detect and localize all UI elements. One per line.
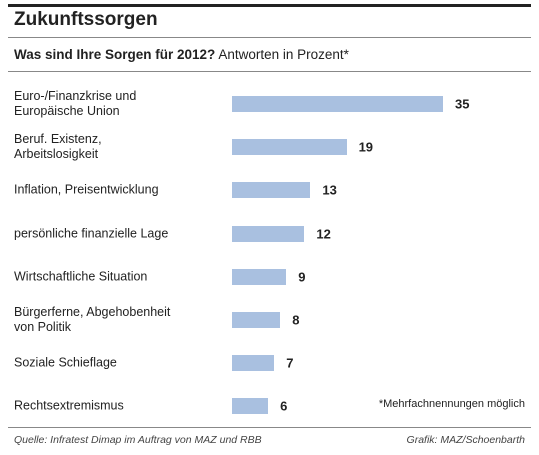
- bar: [232, 139, 347, 156]
- value-label: 19: [358, 139, 374, 155]
- value-label: 12: [316, 226, 331, 242]
- bar: [232, 355, 275, 372]
- divider: [8, 427, 531, 428]
- footnote: *Mehrfachnennungen möglich: [378, 398, 525, 410]
- category-label: Beruf. Existenz, Arbeitslosigkeit: [14, 132, 102, 162]
- value-label: 7: [286, 355, 294, 371]
- value-label: 6: [280, 398, 288, 414]
- category-label: Soziale Schieflage: [14, 355, 117, 370]
- value-label: 13: [322, 182, 337, 198]
- credit: Grafik: MAZ/Schoenbarth: [406, 434, 525, 446]
- bar: [232, 182, 311, 199]
- category-label: Euro-/Finanzkrise und Europäische Union: [14, 89, 137, 118]
- category-label: Bürgerferne, Abgehobenheit von Politik: [14, 305, 171, 334]
- category-label: Rechtsextremismus: [14, 398, 124, 413]
- value-label: 35: [455, 96, 470, 112]
- divider: [8, 71, 531, 72]
- value-label: 9: [298, 269, 306, 285]
- unit-note: Antworten in Prozent*: [218, 47, 349, 62]
- category-label: persönliche finanzielle Lage: [14, 226, 169, 241]
- top-border: [8, 4, 531, 7]
- bar: [232, 225, 305, 242]
- subtitle-row: Was sind Ihre Sorgen für 2012? Antworten…: [14, 47, 349, 62]
- category-label: Inflation, Preisentwicklung: [14, 182, 159, 197]
- subtitle: Was sind Ihre Sorgen für 2012?: [14, 47, 216, 62]
- bar: [232, 312, 281, 328]
- bar: [232, 96, 444, 112]
- bar: [232, 268, 287, 285]
- source: Quelle: Infratest Dimap im Auftrag von M…: [14, 434, 262, 446]
- bar: [232, 398, 269, 415]
- divider: [8, 37, 531, 38]
- chart-title: Zukunftssorgen: [14, 9, 158, 30]
- category-label: Wirtschaftliche Situation: [14, 269, 148, 284]
- value-label: 8: [292, 312, 300, 328]
